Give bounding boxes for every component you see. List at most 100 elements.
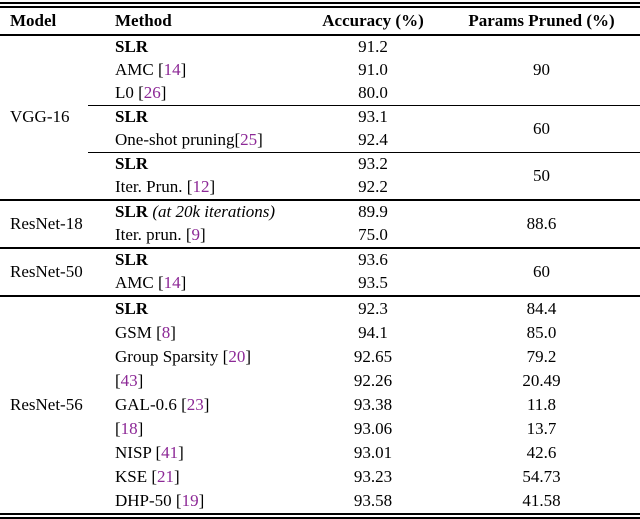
citation-link[interactable]: 19 [181, 490, 199, 510]
model-cell: ResNet-18 [0, 199, 88, 248]
params-pruned-cell: 42.6 [526, 442, 557, 462]
method-cell: KSE [21] [88, 465, 303, 489]
method-cell: Group Sparsity [20] [88, 345, 303, 369]
method-name-end: ] [137, 370, 144, 390]
method-name: SLR [115, 154, 149, 174]
method-name: SLR [115, 37, 149, 57]
model-cell: ResNet-50 [0, 247, 88, 296]
accuracy-cell: 89.9 [303, 199, 443, 224]
method-cell: Iter. prun. [9] [88, 224, 303, 248]
table-row: [18] 93.06 13.7 [0, 417, 640, 441]
table-row: SLR 93.2 50 [0, 152, 640, 200]
table-row: ResNet-18 SLR (at 20k iterations) 89.9 8… [0, 199, 640, 248]
citation-link[interactable]: 14 [163, 273, 181, 293]
pruning-results-table: Model Method Accuracy (%) Params Pruned … [0, 8, 640, 513]
method-name-end: ] [198, 490, 205, 510]
method-name: SLR [115, 107, 149, 127]
citation-link[interactable]: 41 [161, 442, 179, 462]
citation-link[interactable]: 26 [143, 83, 161, 103]
params-pruned-cell: 84.4 [443, 295, 640, 321]
method-name-end: ] [178, 442, 184, 462]
citation-link[interactable]: 8 [161, 322, 171, 342]
method-name-end: ] [209, 177, 216, 197]
table-row: ResNet-56 SLR 92.3 84.4 [0, 295, 640, 513]
method-name: [ [115, 370, 121, 390]
table-row: L0 [26] 80.0 [0, 82, 640, 106]
method-name: AMC [ [115, 273, 164, 293]
method-cell: DHP-50 [19] [88, 489, 303, 513]
method-name: One-shot pruning[ [115, 130, 241, 150]
params-pruned-cell: 50 [443, 152, 640, 200]
table-row: Iter. prun. [9] 75.0 [0, 224, 640, 248]
citation-link[interactable]: 14 [163, 60, 181, 80]
method-note: (at 20k iterations) [148, 202, 276, 222]
table-row: SLR 93.1 60 [0, 105, 640, 153]
header-row: Model Method Accuracy (%) Params Pruned … [0, 8, 640, 36]
citation-link[interactable]: 9 [191, 225, 200, 245]
citation-link[interactable]: 21 [157, 466, 175, 486]
method-name-end: ] [170, 322, 176, 342]
accuracy-cell: 93.06 [353, 418, 393, 438]
params-pruned-cell: 88.6 [443, 199, 640, 248]
col-header-accuracy: Accuracy (%) [303, 8, 443, 36]
col-header-method: Method [88, 8, 303, 36]
table-row: ResNet-50 SLR 93.6 60 [0, 247, 640, 296]
method-cell: [18] [88, 417, 303, 441]
method-cell: AMC [14] [88, 272, 303, 296]
citation-link[interactable]: 25 [240, 130, 258, 150]
table-row: KSE [21] 93.23 54.73 [0, 465, 640, 489]
method-name-end: ] [180, 273, 187, 293]
params-pruned-cell: 90 [533, 60, 550, 80]
citation-link[interactable]: 20 [228, 346, 246, 366]
citation-link[interactable]: 43 [120, 370, 138, 390]
params-pruned-cell: 41.58 [522, 490, 561, 510]
params-pruned-cell: 13.7 [526, 418, 557, 438]
accuracy-cell: 92.65 [353, 346, 393, 366]
method-cell: AMC [14] [88, 59, 303, 82]
accuracy-cell: 91.2 [358, 37, 388, 57]
method-cell: GAL-0.6 [23] [88, 393, 303, 417]
table-row: GSM [8] 94.1 85.0 [0, 321, 640, 345]
method-cell: One-shot pruning[25] [88, 129, 303, 153]
method-cell: Iter. Prun. [12] [88, 176, 303, 200]
accuracy-cell: 93.1 [303, 105, 443, 129]
col-header-model: Model [0, 8, 88, 36]
accuracy-cell: 92.4 [358, 130, 388, 150]
params-pruned-cell: 60 [443, 105, 640, 153]
method-name: GSM [ [115, 322, 162, 342]
accuracy-cell: 92.2 [358, 177, 388, 197]
citation-link[interactable]: 18 [120, 418, 138, 438]
method-name: SLR [115, 202, 149, 222]
citation-link[interactable]: 12 [192, 177, 210, 197]
table-row: AMC [14] 93.5 [0, 272, 640, 296]
accuracy-cell: 93.23 [353, 466, 393, 486]
method-cell: SLR (at 20k iterations) [88, 199, 303, 224]
method-name: AMC [ [115, 60, 164, 80]
method-cell: L0 [26] [88, 82, 303, 106]
method-name: L0 [ [115, 83, 144, 103]
accuracy-cell: 93.6 [303, 247, 443, 272]
params-pruned-cell: 79.2 [526, 346, 557, 366]
table-row: GAL-0.6 [23] 93.38 11.8 [0, 393, 640, 417]
params-pruned-cell: 60 [443, 247, 640, 296]
method-name-end: ] [137, 418, 144, 438]
method-cell: SLR [88, 35, 303, 59]
method-name-end: ] [257, 130, 263, 150]
accuracy-cell: 93.58 [353, 490, 393, 510]
citation-link[interactable]: 23 [186, 394, 204, 414]
method-cell: SLR [88, 295, 303, 321]
method-name: [ [115, 418, 121, 438]
col-header-params-pruned: Params Pruned (%) [443, 8, 640, 36]
method-name-end: ] [245, 346, 251, 366]
accuracy-cell: 93.01 [353, 442, 393, 462]
method-name-end: ] [199, 225, 206, 245]
table-row: NISP [41] 93.01 42.6 [0, 441, 640, 465]
accuracy-cell: 92.3 [303, 295, 443, 321]
method-cell: GSM [8] [88, 321, 303, 345]
method-name: GAL-0.6 [ [115, 394, 187, 414]
method-cell: [43] [88, 369, 303, 393]
method-name: Group Sparsity [ [115, 346, 229, 366]
table-row: DHP-50 [19] 93.58 41.58 [0, 489, 640, 513]
method-name: NISP [ [115, 442, 162, 462]
